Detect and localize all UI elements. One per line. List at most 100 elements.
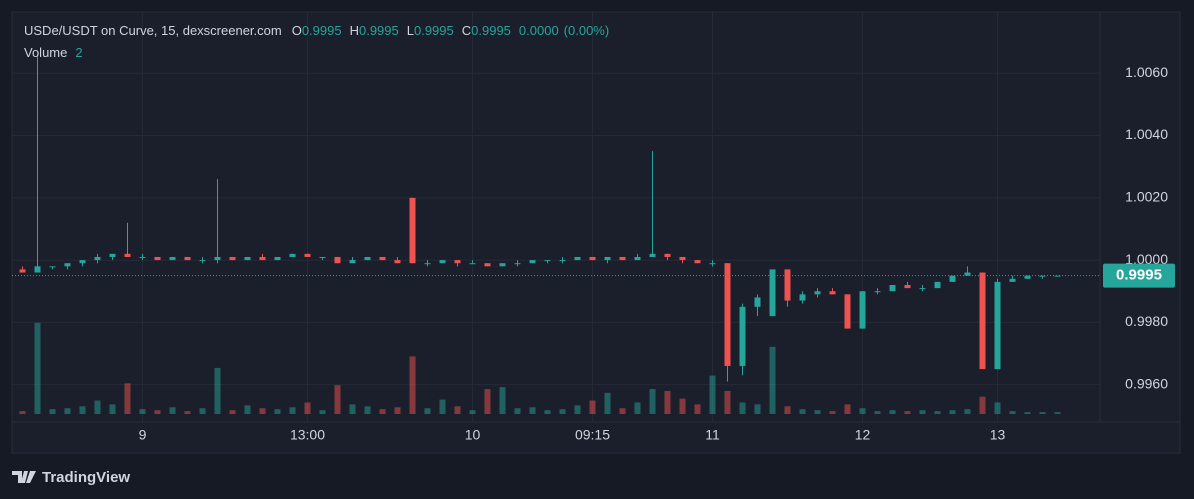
volume-bar	[49, 409, 56, 414]
candle-body	[844, 294, 851, 329]
volume-label: Volume	[24, 45, 67, 60]
candle-body	[499, 263, 506, 267]
volume-bar	[1054, 412, 1061, 414]
candle-body	[109, 253, 116, 257]
legend-label: C	[462, 23, 471, 38]
volume-bar	[244, 405, 251, 414]
candle-body	[319, 256, 326, 258]
volume-bar	[469, 410, 476, 414]
volume-bar	[889, 410, 896, 414]
volume-bar	[484, 389, 491, 414]
volume-legend: Volume 2	[24, 45, 83, 60]
volume-bar	[124, 383, 131, 414]
candle-body	[769, 269, 776, 317]
candle-body	[49, 266, 56, 268]
candle-body	[274, 256, 281, 261]
candle-body	[409, 197, 416, 264]
volume-bar	[169, 407, 176, 414]
volume-bar	[424, 408, 431, 414]
candle-body	[229, 256, 236, 261]
candle-body	[874, 291, 881, 293]
candle-body	[574, 256, 581, 261]
volume-bar	[379, 409, 386, 414]
chart-title: USDe/USDT on Curve, 15, dexscreener.com	[24, 23, 282, 38]
volume-bar	[154, 410, 161, 414]
candle-body	[379, 256, 386, 261]
volume-value: 2	[75, 45, 82, 60]
candle-body	[919, 288, 926, 290]
volume-bar	[259, 408, 266, 414]
candle-body	[679, 256, 686, 261]
candle-body	[799, 294, 806, 301]
volume-bar	[199, 408, 206, 414]
candle-body	[484, 263, 491, 267]
volume-bar	[94, 400, 101, 414]
candle-body	[424, 263, 431, 265]
volume-bar	[559, 409, 566, 414]
y-tick-label: 1.0040	[1125, 126, 1168, 142]
volume-bar	[439, 399, 446, 414]
legend-label: L	[407, 23, 414, 38]
candle-body	[334, 256, 341, 264]
candle-body	[364, 256, 371, 261]
legend-value: 0.9995	[471, 23, 511, 38]
y-tick-label: 0.9960	[1125, 375, 1168, 391]
candle-body	[784, 269, 791, 301]
volume-bar	[949, 410, 956, 414]
x-tick-label: 11	[705, 427, 720, 443]
volume-bar	[589, 400, 596, 414]
volume-bar	[139, 409, 146, 414]
volume-bar	[874, 411, 881, 414]
x-tick-label: 12	[855, 427, 871, 443]
volume-bar	[859, 408, 866, 414]
x-tick-label: 10	[465, 427, 481, 443]
candle-body	[649, 253, 656, 257]
volume-bar	[724, 390, 731, 414]
volume-bar	[214, 367, 221, 414]
candle-body	[259, 256, 266, 261]
x-tick-label: 9	[139, 427, 147, 443]
y-tick-label: 0.9980	[1125, 313, 1168, 329]
candle-body	[154, 256, 161, 261]
legend-value: 0.9995	[359, 23, 399, 38]
x-tick-label: 13:00	[290, 427, 325, 443]
volume-bar	[529, 407, 536, 414]
volume-bar	[769, 346, 776, 414]
volume-bar	[19, 411, 26, 414]
candle-body	[514, 263, 521, 265]
candle-body	[1009, 278, 1016, 282]
candle-body	[829, 291, 836, 295]
x-tick-label: 13	[990, 427, 1006, 443]
candle-body	[19, 269, 26, 273]
candle-body	[244, 256, 251, 261]
volume-bar	[64, 408, 71, 414]
volume-bar	[604, 392, 611, 414]
volume-bar	[679, 398, 686, 414]
legend-change-pct: (0.00%)	[564, 23, 610, 38]
candle-body	[184, 256, 191, 261]
candle-body	[964, 272, 971, 276]
candle-body	[544, 260, 551, 262]
candle-body	[709, 263, 716, 265]
candle-body	[214, 256, 221, 261]
candle-body	[349, 260, 356, 264]
grid	[12, 12, 1100, 422]
volume-bar	[634, 402, 641, 414]
last-price-label: 0.9995	[1116, 267, 1162, 284]
volume-bar	[829, 411, 836, 414]
volume	[19, 322, 1061, 414]
candle-body	[169, 256, 176, 261]
legend-value: 0.9995	[302, 23, 342, 38]
legend: USDe/USDT on Curve, 15, dexscreener.com O…	[24, 23, 609, 38]
volume-bar	[229, 410, 236, 414]
volume-bar	[289, 407, 296, 414]
volume-bar	[34, 322, 41, 414]
candle-body	[34, 266, 41, 273]
branding: TradingView	[42, 469, 130, 486]
volume-bar	[1039, 412, 1046, 414]
volume-bar	[274, 409, 281, 414]
volume-bar	[754, 404, 761, 414]
volume-bar	[844, 404, 851, 414]
candle-body	[529, 260, 536, 264]
